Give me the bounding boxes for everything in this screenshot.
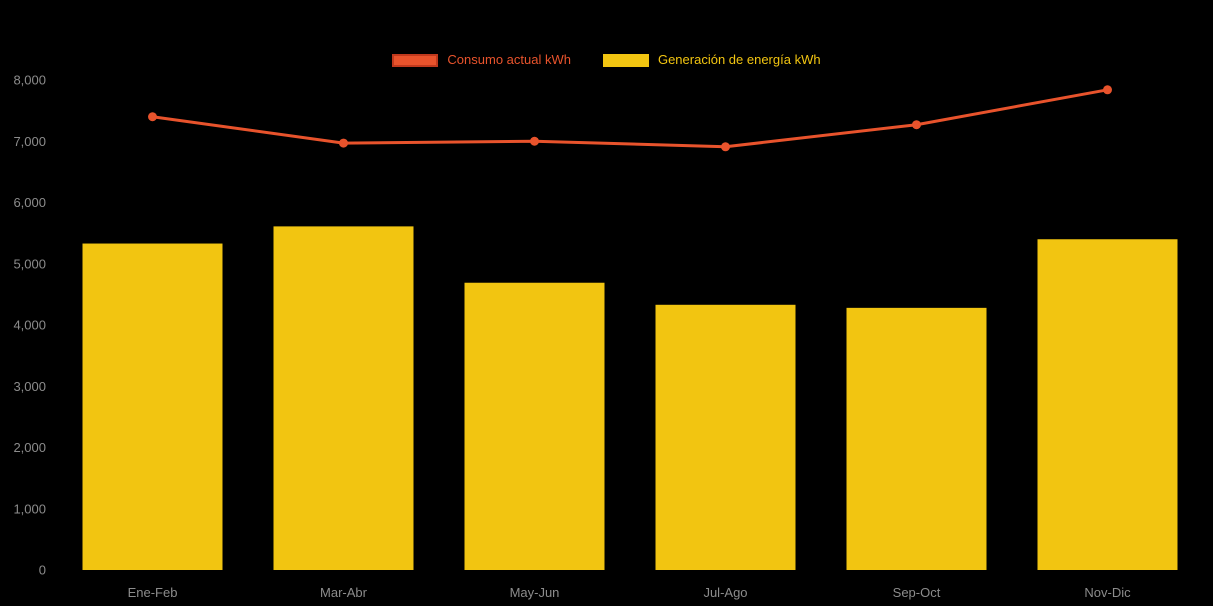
bar-generacion <box>846 307 987 570</box>
line-point-marker <box>148 112 157 122</box>
x-axis-label: May-Jun <box>510 585 560 600</box>
y-tick-label: 4,000 <box>13 318 46 333</box>
legend-swatch <box>602 53 649 67</box>
line-consumo <box>151 88 1109 149</box>
line-point-marker <box>912 120 921 130</box>
line-point-marker <box>339 138 348 148</box>
y-tick-label: 5,000 <box>13 256 46 271</box>
line-point-marker <box>721 142 730 152</box>
x-axis-label: Sep-Oct <box>893 585 941 600</box>
legend-item[interactable]: Generación de energía kWh <box>602 52 821 68</box>
y-tick-label: 0 <box>39 563 46 578</box>
legend-label: Generación de energía kWh <box>657 52 821 67</box>
bar-generacion <box>82 243 223 570</box>
x-axis-label: Mar-Abr <box>320 585 368 600</box>
y-tick-label: 3,000 <box>13 379 46 394</box>
bar-generacion <box>273 226 414 570</box>
y-tick-label: 7,000 <box>13 134 46 149</box>
chart-legend: Consumo actual kWh Generación de energía … <box>0 52 1213 68</box>
bar-generacion <box>655 304 796 570</box>
legend-label: Consumo actual kWh <box>447 52 571 67</box>
bar-generacion <box>1037 239 1178 570</box>
bar-generacion <box>464 282 605 570</box>
y-tick-label: 6,000 <box>13 195 46 210</box>
x-axis-label: Jul-Ago <box>703 585 747 600</box>
y-tick-label: 8,000 <box>13 73 46 88</box>
line-point-marker <box>530 136 539 146</box>
x-axis-label: Nov-Dic <box>1084 585 1131 600</box>
y-tick-label: 1,000 <box>13 501 46 516</box>
legend-swatch <box>392 53 439 67</box>
x-axis-label: Ene-Feb <box>128 585 178 600</box>
legend-item[interactable]: Consumo actual kWh <box>392 52 571 68</box>
y-tick-label: 2,000 <box>13 440 46 455</box>
line-point-marker <box>1103 85 1112 95</box>
